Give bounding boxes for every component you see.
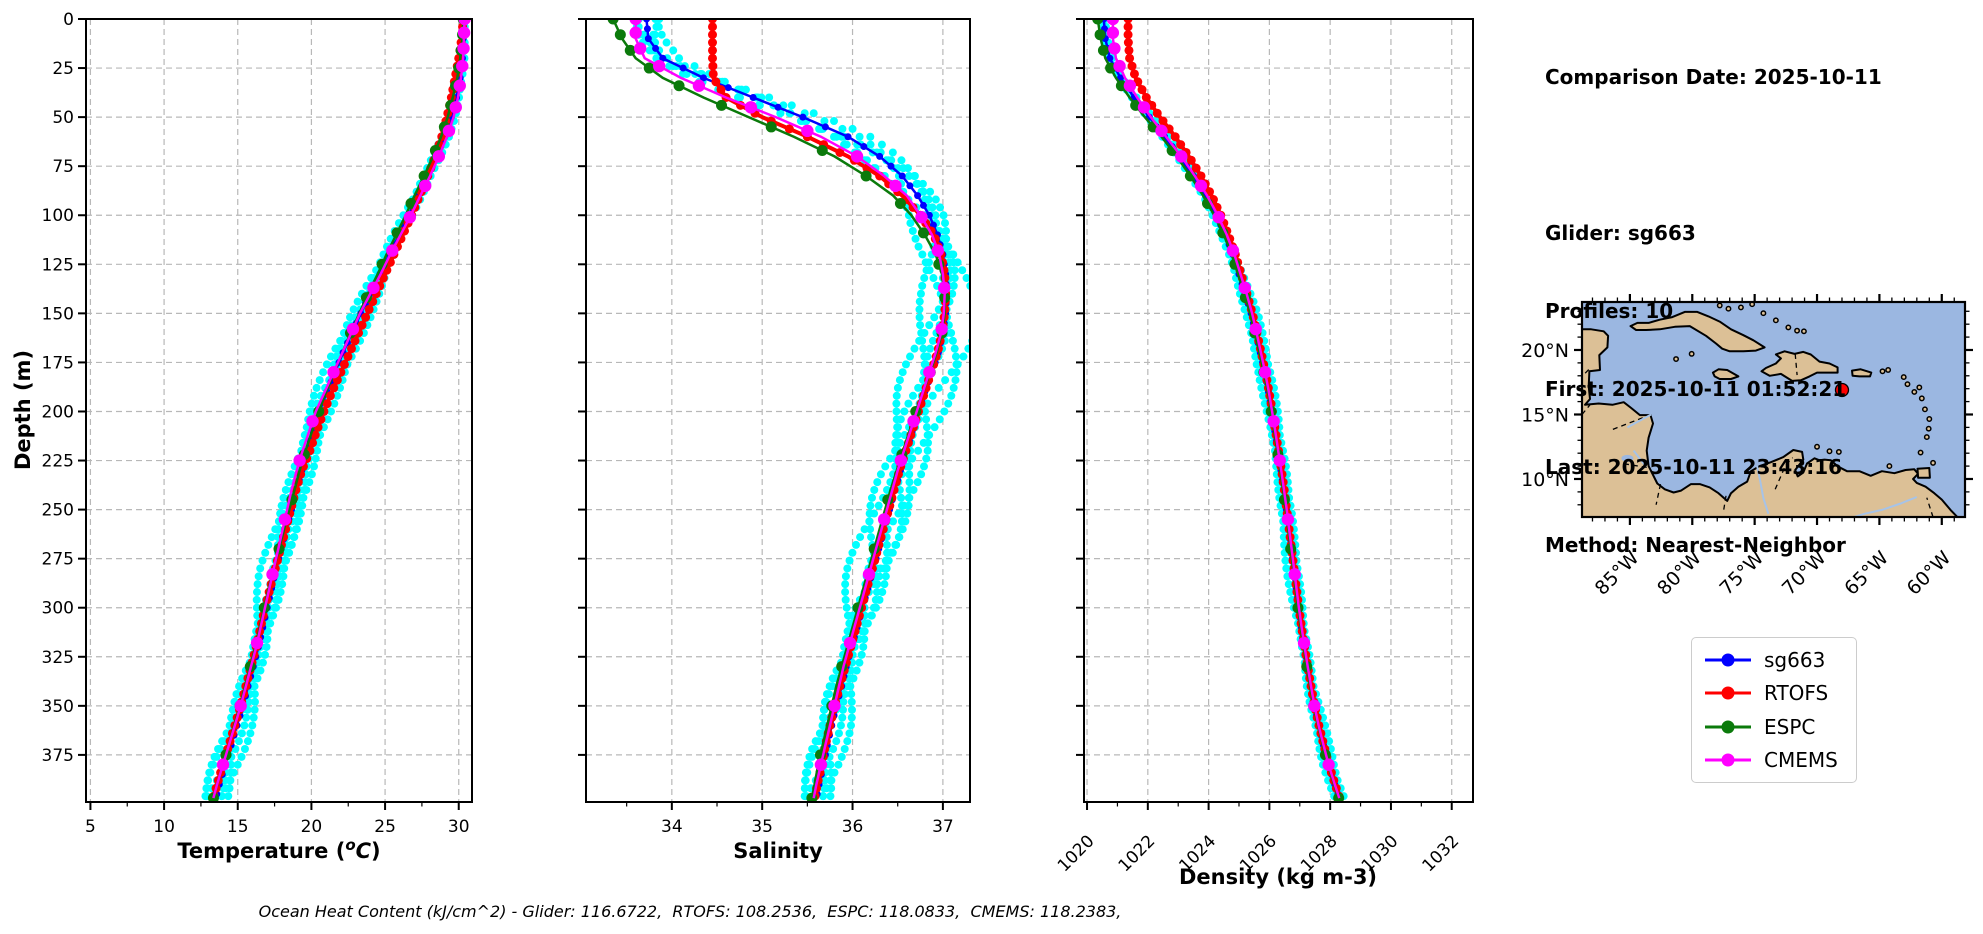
legend-item-rtofs: RTOFS [1704,681,1844,705]
map-lat-label: 10°N [1521,469,1569,491]
first-timestamp: First: 2025-10-11 01:52:21 [1545,377,1847,401]
y-tick-label: 50 [52,108,74,128]
comparison-date: Comparison Date: 2025-10-11 [1545,65,1882,89]
density-axis-title: Density (kg m-3) [1179,865,1377,889]
map-rivers [1626,413,1918,517]
x-tick-label: 1020 [1054,831,1099,876]
y-tick-label: 375 [42,746,74,766]
x-tick-label: 1032 [1419,831,1464,876]
temperature-axis-title: Temperature (oC) [177,836,380,863]
panel-density: 1020 1022 1024 1026 1028 1030 1032 [1054,18,1474,876]
salinity-axis-title: Salinity [733,839,823,863]
legend-label: ESPC [1764,714,1816,739]
x-tick-label: 37 [932,817,954,837]
legend-label: sg663 [1764,647,1826,672]
x-tick-label: 36 [842,817,864,837]
y-tick-label: 275 [42,550,74,570]
line-marker-icon [1705,753,1751,767]
panel-salinity: 34 35 36 37 [578,18,971,837]
x-tick-label: 5 [85,817,96,837]
y-tick-label: 100 [42,206,74,226]
y-tick-label: 350 [42,697,74,717]
y-tick-label: 0 [63,10,74,30]
legend-item-sg663: sg663 [1704,648,1844,672]
map-land [1582,302,1959,517]
depth-axis-title: Depth (m) [11,350,35,470]
y-tick-label: 200 [42,402,74,422]
map-lat-label: 15°N [1521,404,1569,426]
last-timestamp: Last: 2025-10-11 23:43:16 [1545,455,1843,479]
glider-position-marker [1834,382,1850,398]
y-tick-label: 125 [42,255,74,275]
map-borders [1582,353,1934,517]
method: Method: Nearest-Neighbor [1545,533,1846,557]
legend: sg663 RTOFS ESPC CMEMS [1691,637,1857,783]
y-tick-label: 300 [42,599,74,619]
info-block: Comparison Date: 2025-10-11 Glider: sg66… [1545,12,1882,610]
x-tick-label: 20 [301,817,323,837]
line-marker-icon [1705,653,1751,667]
x-tick-label: 35 [751,817,773,837]
y-tick-label: 150 [42,304,74,324]
x-tick-label: 34 [661,817,683,837]
glider-name: Glider: sg663 [1545,221,1696,245]
axis-ticks: 5 10 15 20 25 3002550751001251501752002252502… [42,10,470,837]
legend-label: RTOFS [1764,681,1829,706]
y-tick-label: 75 [52,157,74,177]
y-tick-label: 175 [42,353,74,373]
x-tick-label: 15 [227,817,249,837]
series-CMEMS [212,19,471,799]
series-CMEMS [629,19,951,799]
panel-temperature: 5 10 15 20 25 3002550751001251501752002252502… [42,10,473,837]
grid [1084,18,1473,802]
line-marker-icon [1705,686,1751,700]
profiles-count: Profiles: 10 [1545,299,1674,323]
x-tick-label: 25 [374,817,396,837]
legend-item-espc: ESPC [1704,715,1844,739]
x-tick-label: 1030 [1358,831,1403,876]
y-tick-label: 250 [42,501,74,521]
map-ticks [1574,294,1973,525]
line-marker-icon [1705,720,1751,734]
location-map: 20°N15°N10°N85°W 80°W 75°W 70°W 65°W 60°W [1521,294,1973,600]
grid [86,18,472,802]
map-lat-label: 20°N [1521,340,1569,362]
map-lon-label: 60°W [1903,547,1956,600]
legend-label: CMEMS [1764,748,1838,773]
x-tick-label: 30 [448,817,470,837]
axis-ticks: 34 35 36 37 [578,18,954,837]
x-tick-label: 1022 [1115,831,1160,876]
series-CMEMS [1106,19,1341,799]
y-tick-label: 225 [42,452,74,472]
y-tick-label: 25 [52,59,74,79]
legend-item-cmems: CMEMS [1704,748,1844,772]
x-tick-label: 10 [153,817,175,837]
y-tick-label: 325 [42,648,74,668]
ocean-heat-content-note: Ocean Heat Content (kJ/cm^2) - Glider: 1… [258,902,1122,921]
